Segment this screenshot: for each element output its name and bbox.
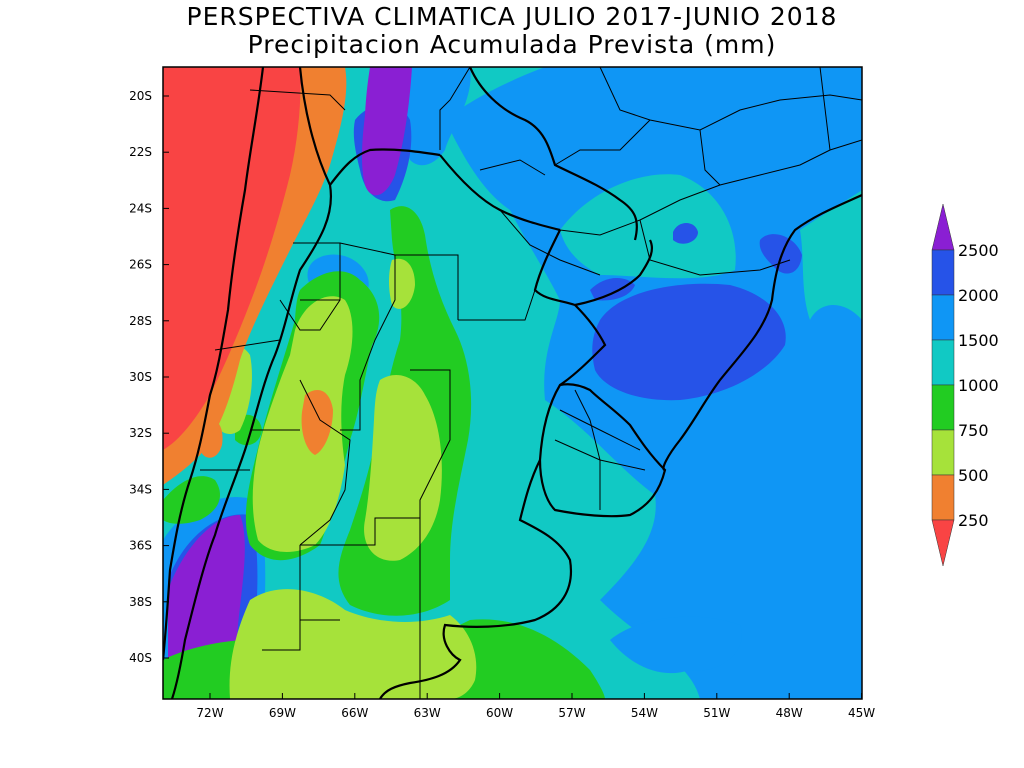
lon-tick-label: 57W — [558, 706, 585, 720]
colorbar-top-triangle — [931, 203, 955, 251]
precip-field — [163, 67, 862, 699]
colorbar-label: 500 — [958, 466, 989, 485]
argentina-bolivia-border — [329, 148, 441, 186]
argentina-brazil-border — [559, 304, 607, 386]
chile-coastline — [163, 67, 265, 661]
lat-tick-label: 32S — [129, 426, 152, 440]
lat-tick-label: 40S — [129, 651, 152, 665]
field-500-750-b — [364, 375, 442, 561]
field-2000-2500-ne2 — [759, 234, 802, 274]
field-500-750-c — [229, 589, 477, 699]
lon-tick-label: 48W — [776, 706, 803, 720]
colorbar-segment — [931, 474, 955, 521]
field-1500-2000-north — [398, 67, 471, 166]
lon-tick-label: 45W — [848, 706, 875, 720]
lon-tick-label: 63W — [414, 706, 441, 720]
colorbar-label: 750 — [958, 421, 989, 440]
plot-frame — [162, 66, 863, 700]
field-2000-2500-ne1 — [673, 223, 698, 244]
lat-tick-label: 20S — [129, 89, 152, 103]
lat-tick-label: 30S — [129, 370, 152, 384]
lon-tick-label: 51W — [703, 706, 730, 720]
boundaries — [163, 67, 862, 699]
colorbar-segment — [931, 249, 955, 296]
colorbar: 2500 2000 1500 1000 750 500 250 — [931, 203, 999, 567]
chile-argentina-border — [170, 67, 333, 699]
field-250-500-b — [301, 390, 333, 455]
colorbar-segment — [931, 294, 955, 341]
colorbar-segment — [931, 339, 955, 386]
lat-tick-label: 26S — [129, 258, 152, 272]
lon-tick-label: 66W — [341, 706, 368, 720]
colorbar-segment — [931, 429, 955, 476]
colorbar-label: 2500 — [958, 241, 999, 260]
longitude-axis: 72W 69W 66W 63W 60W 57W 54W 51W 48W 45W — [196, 693, 875, 720]
lon-tick-label: 54W — [631, 706, 658, 720]
map-title: PERSPECTIVA CLIMATICA JULIO 2017-JUNIO 2… — [186, 2, 838, 31]
field-above-2500-n — [361, 67, 412, 196]
brazil-coastline — [662, 193, 862, 472]
field-250-500-c — [199, 418, 223, 458]
colorbar-label: 1500 — [958, 331, 999, 350]
field-1000-1500-east-patch — [560, 174, 736, 279]
lat-tick-label: 38S — [129, 595, 152, 609]
latitude-axis: 20S 22S 24S 26S 28S 30S 32S 34S 36S 38S 40S — [129, 89, 169, 665]
field-750-1000-d — [163, 476, 220, 524]
colorbar-bottom-triangle — [931, 519, 955, 567]
lat-tick-label: 22S — [129, 145, 152, 159]
bolivia-paraguay-border — [439, 154, 561, 232]
field-below-250 — [163, 67, 301, 450]
colorbar-label: 2000 — [958, 286, 999, 305]
lat-tick-label: 34S — [129, 482, 152, 496]
field-2000-2500-main — [592, 283, 786, 401]
colorbar-segment — [931, 384, 955, 431]
lat-tick-label: 28S — [129, 314, 152, 328]
lon-tick-label: 72W — [196, 706, 223, 720]
lat-tick-label: 36S — [129, 539, 152, 553]
lat-tick-label: 24S — [129, 201, 152, 215]
map-subtitle: Precipitacion Acumulada Prevista (mm) — [247, 30, 777, 59]
colorbar-label: 1000 — [958, 376, 999, 395]
field-1000-1500-coast — [800, 190, 862, 320]
field-2000-2500-west — [590, 278, 635, 301]
field-1500-2000-south — [610, 616, 742, 674]
lon-tick-label: 69W — [269, 706, 296, 720]
lon-tick-label: 60W — [486, 706, 513, 720]
rio-de-la-plata-coast — [379, 459, 573, 699]
colorbar-label: 250 — [958, 511, 989, 530]
